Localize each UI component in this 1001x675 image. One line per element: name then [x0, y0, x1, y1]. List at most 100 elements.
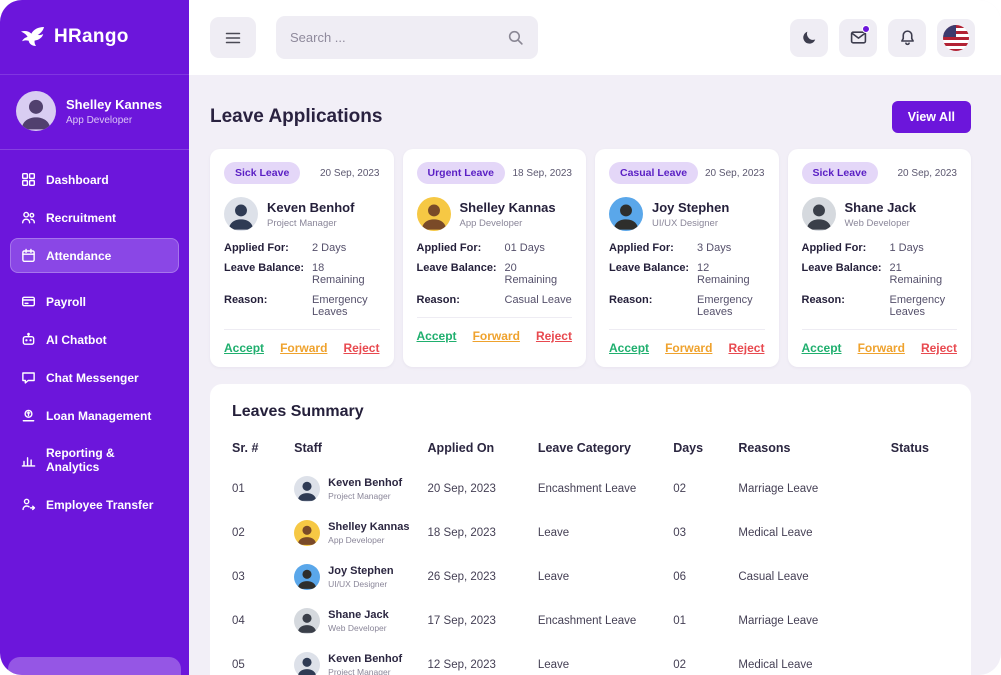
cell-reason: Marriage Leave [738, 483, 819, 495]
leaves-summary-panel: Leaves Summary Sr. # Staff Applied On Le… [210, 384, 971, 675]
notifications-button[interactable] [888, 18, 926, 57]
cell-sr: 04 [232, 615, 245, 627]
bar-chart-icon [21, 453, 36, 468]
leave-balance-value: 20 Remaining [504, 262, 558, 286]
sidebar: HRango Shelley Kannes App Developer Dash… [0, 0, 189, 675]
sidebar-item-employee-transfer[interactable]: Employee Transfer [10, 487, 179, 522]
reject-link[interactable]: Reject [920, 341, 957, 355]
staff-name: Keven Benhof [328, 653, 403, 665]
leave-date: 20 Sep, 2023 [320, 167, 380, 179]
view-all-button[interactable]: View All [891, 101, 971, 133]
reject-link[interactable]: Reject [343, 341, 380, 355]
reason-label: Reason: [416, 294, 460, 306]
cell-leave-category: Encashment Leave [537, 483, 637, 495]
cell-days: 01 [673, 615, 686, 627]
accept-link[interactable]: Accept [609, 341, 650, 355]
reject-link[interactable]: Reject [728, 341, 765, 355]
column-header-applied-on: Applied On [427, 441, 495, 455]
applied-for-label: Applied For: [224, 242, 289, 254]
sidebar-item-label: Dashboard [46, 172, 109, 187]
topbar [189, 0, 1001, 75]
leave-balance-label: Leave Balance: [224, 262, 305, 274]
leave-card: Casual Leave 20 Sep, 2023 Joy Stephen UI… [595, 149, 779, 367]
topbar-actions [790, 18, 975, 57]
cell-days: 02 [673, 659, 686, 671]
table-row: 02 Shelley Kannas App Developer 18 Sep, 2… [232, 511, 949, 555]
recruitment-icon [21, 210, 36, 225]
sidebar-item-recruitment[interactable]: Recruitment [10, 200, 179, 235]
profile-name: Shelley Kannes [66, 96, 163, 112]
page-title: Leave Applications [210, 106, 383, 127]
search-input[interactable] [290, 30, 499, 45]
leave-date: 20 Sep, 2023 [705, 167, 765, 179]
leave-balance-value: 18 Remaining [312, 262, 365, 286]
forward-link[interactable]: Forward [472, 329, 520, 343]
messages-button[interactable] [839, 18, 877, 57]
column-header-sr: Sr. # [232, 441, 259, 455]
applied-for-value: 1 Days [889, 242, 924, 254]
sidebar-item-chat-messenger[interactable]: Chat Messenger [10, 360, 179, 395]
employee-role: Web Developer [844, 217, 910, 229]
leave-type-badge: Casual Leave [609, 162, 699, 184]
payroll-icon [21, 294, 36, 309]
accept-link[interactable]: Accept [416, 329, 457, 343]
robot-icon [21, 332, 36, 347]
column-header-leave-category: Leave Category [537, 441, 631, 455]
search-bar [276, 16, 538, 59]
cell-reason: Medical Leave [738, 527, 813, 539]
leave-type-badge: Urgent Leave [416, 162, 506, 184]
accept-link[interactable]: Accept [801, 341, 842, 355]
applied-for-label: Applied For: [416, 242, 482, 254]
sidebar-item-loan-management[interactable]: Loan Management [10, 398, 179, 433]
sidebar-item-label: Reporting & Analytics [46, 446, 115, 474]
cell-reason: Casual Leave [738, 571, 809, 583]
cell-leave-category: Leave [537, 659, 570, 671]
staff-name: Joy Stephen [328, 565, 394, 577]
cell-days: 03 [673, 527, 686, 539]
staff-avatar [294, 476, 321, 502]
staff-avatar [294, 608, 321, 634]
reason-label: Reason: [609, 294, 653, 306]
cell-reason: Medical Leave [738, 659, 813, 671]
accept-link[interactable]: Accept [224, 341, 265, 355]
column-header-staff: Staff [294, 441, 322, 455]
sidebar-item-attendance[interactable]: Attendance [10, 238, 179, 273]
cell-applied-on: 12 Sep, 2023 [427, 659, 496, 671]
sidebar-item-reporting-analytics[interactable]: Reporting & Analytics [10, 436, 179, 484]
cell-leave-category: Leave [537, 527, 570, 539]
sidebar-item-payroll[interactable]: Payroll [10, 284, 179, 319]
dark-mode-button[interactable] [790, 18, 828, 57]
cell-status [891, 555, 949, 599]
table-row: 03 Joy Stephen UI/UX Designer 26 Sep, 202… [232, 555, 949, 599]
user-profile[interactable]: Shelley Kannes App Developer [0, 75, 189, 150]
search-icon[interactable] [507, 29, 524, 46]
cell-sr: 02 [232, 527, 245, 539]
table-row: 04 Shane Jack Web Developer 17 Sep, 2023 … [232, 599, 949, 643]
leave-card: Sick Leave 20 Sep, 2023 Shane Jack Web D… [787, 149, 971, 367]
leave-type-badge: Sick Leave [801, 162, 878, 184]
cell-leave-category: Encashment Leave [537, 615, 637, 627]
applied-for-label: Applied For: [609, 242, 674, 254]
sidebar-item-dashboard[interactable]: Dashboard [10, 162, 179, 197]
leave-date: 18 Sep, 2023 [512, 167, 573, 179]
sidebar-item-label: Payroll [46, 294, 87, 309]
reject-link[interactable]: Reject [535, 329, 572, 343]
staff-role: App Developer [328, 535, 385, 545]
table-row: 01 Keven Benhof Project Manager 20 Sep, 2… [232, 467, 949, 511]
forward-link[interactable]: Forward [857, 341, 905, 355]
hamburger-menu-button[interactable] [210, 17, 256, 58]
forward-link[interactable]: Forward [280, 341, 328, 355]
staff-avatar [294, 520, 321, 546]
sidebar-item-label: Employee Transfer [46, 497, 154, 512]
cell-applied-on: 17 Sep, 2023 [427, 615, 496, 627]
leave-balance-label: Leave Balance: [801, 262, 882, 274]
language-selector-button[interactable] [937, 18, 975, 57]
sidebar-item-ai-chatbot[interactable]: AI Chatbot [10, 322, 179, 357]
cell-status [891, 643, 949, 675]
cell-status [891, 511, 949, 555]
employee-name: Keven Benhof [267, 199, 355, 215]
dashboard-icon [21, 172, 36, 187]
forward-link[interactable]: Forward [665, 341, 713, 355]
sidebar-item-label: Chat Messenger [46, 370, 139, 385]
profile-avatar [16, 91, 56, 131]
